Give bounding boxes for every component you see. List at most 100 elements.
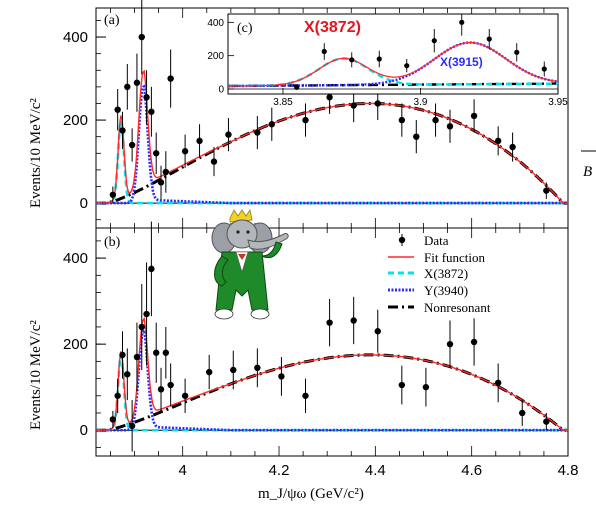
panel-b-data-point [162,349,170,356]
panel-b-data-point [133,353,141,361]
panel-a-fit-curve [96,69,568,204]
panel-a-data-point [196,137,203,145]
panel-a-nonresonant-curve [96,102,568,205]
inset-nonresonant-curve [228,82,558,88]
panel-b-data-point [422,383,430,391]
panel-b-nonresonant-curve [96,353,568,432]
panel-a-data-point [153,150,160,157]
inset-fit-curve [228,41,559,87]
inset-frame [227,13,559,95]
inset-data-point [541,66,547,72]
panel-a-y3940-curve [96,84,568,205]
panel-b-fit-curve [96,316,568,431]
panel-a-data-point [138,33,145,41]
panel-b-frame [95,227,569,457]
panel-a-data-point [446,123,454,130]
inset-data-point [459,19,465,25]
panel-a-data-point [225,131,232,138]
panel-b-data-point [109,416,117,423]
panel-a-data-point [413,133,420,140]
panel-a-data-point [494,137,502,145]
inset-x-tick-label: 3.9 [414,97,428,108]
panel-a-data-point [148,108,155,115]
panel-a-data-point [128,141,136,149]
panel-b-data-point [167,381,174,389]
panel-b-data-point [230,366,237,374]
legend-label-nonres: Nonresonant [424,300,491,315]
panel-a-data-point [326,94,333,101]
panel-a-data-point [254,129,261,136]
legend-label-x3872: X(3872) [424,266,468,281]
inset-data-point [294,84,300,90]
inset-annotation-x3872: X(3872) [304,19,361,36]
panel-a-x3872-curve [96,119,568,205]
panel-b-data-point [114,392,121,399]
panel-b-data-point [119,351,126,359]
panel-a-data-point [114,106,121,113]
edge-text: B [583,164,592,180]
panel-b-data-point [398,381,406,389]
panel-b-data-point [446,340,454,348]
panel-b-y-axis-label: Events/10 MeV/c² [28,320,44,430]
legend-label-y3940: Y(3940) [424,283,468,298]
panel-b-data-point [519,409,526,417]
panel-a-data-point [398,116,406,124]
panel-a-data-point [350,102,357,109]
panel-a-y-tick-label: 400 [63,29,88,46]
panel-b-data-point [350,317,357,324]
inset-label: (c) [237,21,253,36]
panel-b-data-point [157,386,165,393]
panel-a-data-point [470,112,478,120]
panel-b-data-point [138,323,145,331]
inset-data-point [514,49,520,55]
panel-a-data-point [210,158,218,165]
inset-y-tick-label: 0 [218,85,224,96]
panel-b-data-point [254,364,261,372]
panel-b-y-tick-label: 0 [80,422,88,439]
panel-a-data-point [181,148,189,155]
panel-b-y-tick-label: 200 [63,336,88,353]
inset-plot: 0 200 400 3.85 3.9 3.95 [207,14,568,108]
panel-b-x-tick-label: 4.4 [365,462,386,479]
panel-a-y-tick-label: 0 [80,195,88,212]
panel-a-data-point [157,179,165,186]
x-axis-label: m_J/ψω (GeV/c²) [258,486,364,502]
panel-b-data-point [543,418,550,425]
inset-x-tick-label: 3.85 [273,97,293,108]
panel-b-data-point [128,422,136,430]
panel-b-x-tick-label: 4.8 [558,462,579,479]
inset-data-point [404,63,410,69]
panel-a-data-point [143,94,150,101]
panel-b-data-point [143,310,150,318]
panel-a-data-point [124,83,131,91]
panel-a-data-point [302,116,309,124]
panel-a-data-point [162,168,170,176]
panel-b-data-point [326,319,333,326]
panel-b-x-tick-label: 4 [179,462,187,479]
inset-data-point [321,48,327,55]
panel-b-data-point [470,338,478,346]
panel-b-data-point [205,368,213,376]
panel-b-data-point [148,265,155,273]
legend: Data Fit function X(3872) Y(3940) Nonres… [388,233,491,315]
panel-b-data-point [302,392,309,399]
panel-a-data-point [119,127,126,134]
panel-a-data-point [374,100,381,107]
inset-x-tick-label: 3.95 [548,97,568,108]
panel-a-y-axis-label: Events/10 MeV/c² [28,98,44,208]
panel-a-data-point [133,79,141,86]
inset-data-point [431,38,437,44]
panel-a-data-point [268,121,275,128]
panel-b-data-point [181,392,189,399]
elephant-mascot-icon [211,208,289,320]
panel-b-data-point [278,373,285,380]
legend-label-data: Data [424,233,449,248]
panel-a-data-point [167,75,174,82]
panel-b-y-tick-label: 400 [63,250,88,267]
panel-b-x-tick-label: 4.2 [269,462,290,479]
inset-y-tick-label: 200 [207,51,224,62]
panel-a-data-point [509,143,516,151]
panel-a-y-tick-label: 200 [63,112,88,129]
inset-data-point [376,56,382,62]
